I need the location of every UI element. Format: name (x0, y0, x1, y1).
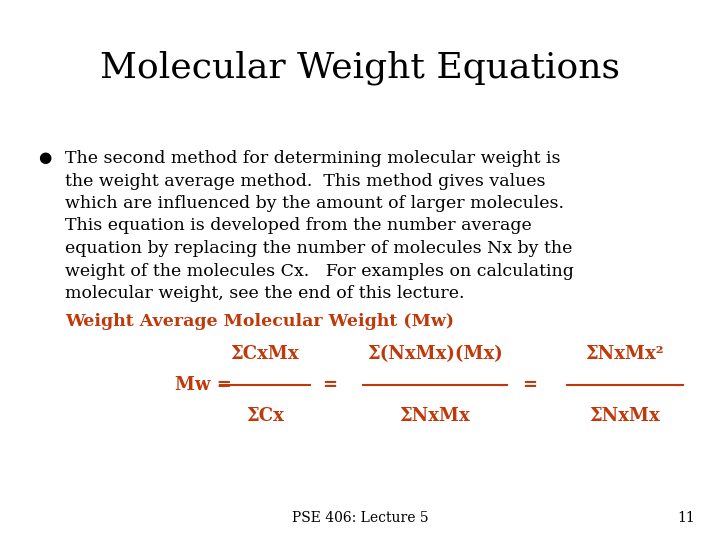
Text: Molecular Weight Equations: Molecular Weight Equations (100, 50, 620, 85)
Text: Weight Average Molecular Weight (Mw): Weight Average Molecular Weight (Mw) (65, 314, 454, 330)
Text: This equation is developed from the number average: This equation is developed from the numb… (65, 218, 532, 234)
Text: 11: 11 (678, 511, 695, 525)
Text: ΣNxMx: ΣNxMx (400, 407, 470, 425)
Text: =: = (323, 376, 338, 394)
Text: The second method for determining molecular weight is: The second method for determining molecu… (65, 150, 560, 167)
Text: weight of the molecules Cx.   For examples on calculating: weight of the molecules Cx. For examples… (65, 262, 574, 280)
Text: ΣCxMx: ΣCxMx (230, 345, 300, 363)
Text: which are influenced by the amount of larger molecules.: which are influenced by the amount of la… (65, 195, 564, 212)
Text: ●: ● (38, 150, 51, 165)
Text: ΣCx: ΣCx (246, 407, 284, 425)
Text: Σ(NxMx)(Mx): Σ(NxMx)(Mx) (367, 345, 503, 363)
Text: =: = (523, 376, 538, 394)
Text: ΣNxMx²: ΣNxMx² (585, 345, 665, 363)
Text: molecular weight, see the end of this lecture.: molecular weight, see the end of this le… (65, 285, 464, 302)
Text: equation by replacing the number of molecules Nx by the: equation by replacing the number of mole… (65, 240, 572, 257)
Text: Mw =: Mw = (175, 376, 232, 394)
Text: ΣNxMx: ΣNxMx (590, 407, 660, 425)
Text: the weight average method.  This method gives values: the weight average method. This method g… (65, 172, 546, 190)
Text: PSE 406: Lecture 5: PSE 406: Lecture 5 (292, 511, 428, 525)
